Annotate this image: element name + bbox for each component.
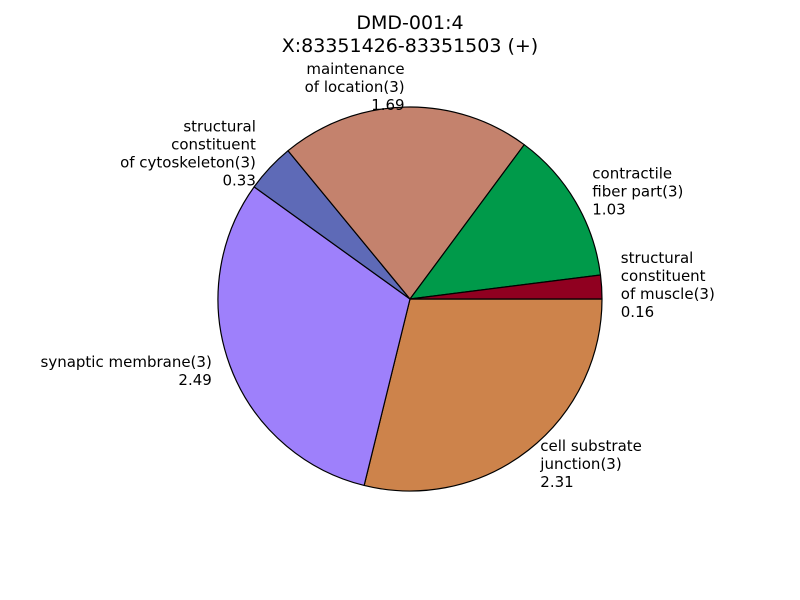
slice-label-line-2-2: of cytoskeleton(3) — [120, 154, 256, 172]
slice-value-4: 1.03 — [592, 200, 625, 218]
pie-slice-4 — [409, 144, 602, 300]
slice-value-2: 0.33 — [223, 172, 256, 190]
pie-slice-5 — [409, 274, 603, 300]
slice-label-3: maintenance of location(3) 1.69 — [305, 60, 405, 114]
slice-label-line-0-0: cell substrate — [540, 437, 642, 455]
slice-label-line-3-0: maintenance — [306, 60, 404, 78]
slice-value-3: 1.69 — [371, 96, 404, 114]
pie-slices — [217, 106, 603, 492]
pie-slice-0 — [363, 298, 603, 492]
pie-slice-3 — [287, 106, 525, 300]
pie-labels: cell substrate junction(3) 2.31 synaptic me… — [41, 60, 715, 491]
slice-value-5: 0.16 — [621, 303, 654, 321]
slice-label-line-5-1: constituent — [621, 267, 706, 285]
slice-label-line-5-2: of muscle(3) — [621, 285, 715, 303]
slice-label-4: contractile fiber part(3) 1.03 — [592, 164, 683, 218]
slice-label-5: structural constituent of muscle(3) 0.16 — [621, 249, 715, 321]
slice-label-line-4-0: contractile — [592, 164, 672, 182]
slice-label-1: synaptic membrane(3) 2.49 — [41, 353, 212, 389]
slice-label-2: structural constituent of cytoskeleton(3) 0… — [120, 118, 256, 190]
slice-label-line-2-0: structural — [183, 118, 256, 136]
pie-slice-1 — [217, 186, 411, 487]
slice-value-1: 2.49 — [178, 371, 211, 389]
slice-label-line-3-1: of location(3) — [305, 78, 405, 96]
chart-title-line-1: DMD-001:4 — [356, 12, 463, 34]
chart-title-line-2: X:83351426-83351503 (+) — [282, 35, 538, 57]
slice-label-0: cell substrate junction(3) 2.31 — [539, 437, 642, 491]
slice-label-line-0-1: junction(3) — [539, 455, 621, 473]
slice-label-line-4-1: fiber part(3) — [592, 182, 683, 200]
slice-label-line-1-0: synaptic membrane(3) — [41, 353, 212, 371]
slice-value-0: 2.31 — [540, 473, 573, 491]
slice-label-line-2-1: constituent — [171, 136, 256, 154]
slice-label-line-5-0: structural — [621, 249, 694, 267]
